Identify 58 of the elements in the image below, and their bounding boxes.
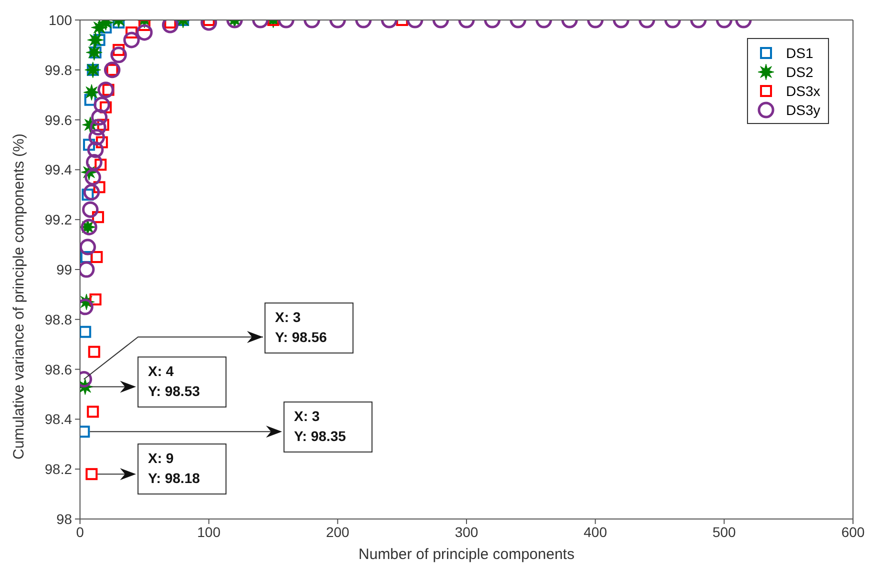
y-tick-label: 98.2 <box>44 461 72 478</box>
y-tick-label: 99.4 <box>44 162 72 178</box>
x-tick-label: 200 <box>326 524 350 540</box>
point <box>84 168 102 186</box>
point <box>89 293 102 306</box>
annotation: X: 3 Y: 98.56 <box>275 309 328 345</box>
point <box>93 181 106 194</box>
point <box>83 84 100 101</box>
y-tick-label: 98.8 <box>44 311 72 328</box>
point <box>91 109 108 126</box>
point <box>88 129 105 146</box>
y-axis-title: Cumulative variance of principle components (%) <box>10 134 28 460</box>
point <box>80 238 96 256</box>
y-tick-label: 100 <box>48 12 72 28</box>
x-axis-title: Number of principle components <box>358 546 574 563</box>
legend-label: DS1 <box>786 44 814 60</box>
x-tick-label: 300 <box>454 524 478 540</box>
annotation: X: 9 Y: 98.18 <box>148 450 200 486</box>
point <box>84 94 96 106</box>
legend-label: DS2 <box>786 64 814 80</box>
x-tick-label: 500 <box>712 524 736 540</box>
annotation: X: 4 Y: 98.53 <box>148 363 200 399</box>
y-tick-label: 99.2 <box>44 212 72 228</box>
point <box>126 26 138 38</box>
point <box>94 158 107 171</box>
point <box>110 46 127 64</box>
point <box>94 96 110 114</box>
point <box>80 326 92 338</box>
y-tick-label: 98.6 <box>44 361 72 378</box>
point <box>82 201 99 218</box>
y-tick-label: 98.4 <box>44 411 72 428</box>
y-tick-label: 99.6 <box>44 112 72 128</box>
y-tick-label: 99.8 <box>44 62 72 78</box>
point <box>138 20 150 31</box>
point <box>83 184 100 200</box>
point <box>86 154 102 170</box>
point <box>98 82 114 98</box>
point <box>90 119 106 136</box>
point <box>90 251 103 264</box>
legend-label: DS3x <box>786 82 820 98</box>
point <box>100 21 112 34</box>
point <box>86 44 102 61</box>
point <box>88 346 100 358</box>
x-tick-label: 0 <box>76 524 84 540</box>
point <box>92 211 104 224</box>
point <box>87 141 104 158</box>
point <box>86 468 98 480</box>
point <box>87 32 104 48</box>
annotation: X: 3 Y: 98.35 <box>294 408 346 444</box>
legend-label: DS3y <box>786 102 820 118</box>
point <box>136 24 153 41</box>
x-tick-label: 600 <box>841 524 865 540</box>
point <box>86 406 99 418</box>
y-tick-label: 99 <box>56 261 72 278</box>
x-tick-label: 100 <box>197 524 221 540</box>
x-tick-label: 400 <box>584 524 608 540</box>
y-tick-label: 98 <box>56 510 72 527</box>
point <box>123 32 140 48</box>
